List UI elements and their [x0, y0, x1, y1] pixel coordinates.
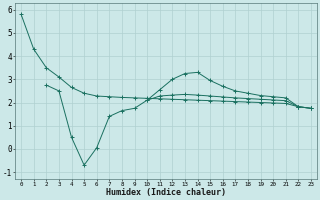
X-axis label: Humidex (Indice chaleur): Humidex (Indice chaleur) [106, 188, 226, 197]
